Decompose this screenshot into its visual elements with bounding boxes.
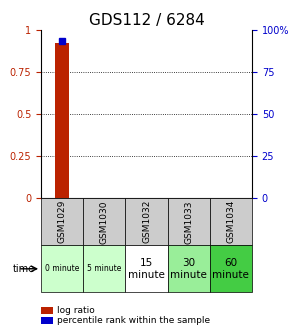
Text: 15
minute: 15 minute <box>128 258 165 280</box>
Text: percentile rank within the sample: percentile rank within the sample <box>57 316 210 325</box>
Bar <box>125 245 168 292</box>
Text: GSM1030: GSM1030 <box>100 200 109 244</box>
Bar <box>125 198 168 245</box>
Text: time: time <box>13 264 35 274</box>
Bar <box>168 245 210 292</box>
Text: log ratio: log ratio <box>57 306 95 315</box>
Text: GSM1034: GSM1034 <box>226 200 235 244</box>
Bar <box>41 198 83 245</box>
Bar <box>83 245 125 292</box>
Text: GSM1029: GSM1029 <box>58 200 67 244</box>
Bar <box>210 198 252 245</box>
Text: 5 minute: 5 minute <box>87 264 122 273</box>
Bar <box>41 245 83 292</box>
Text: 0 minute: 0 minute <box>45 264 79 273</box>
Text: GSM1033: GSM1033 <box>184 200 193 244</box>
Bar <box>55 43 69 198</box>
Text: 30
minute: 30 minute <box>170 258 207 280</box>
Bar <box>83 198 125 245</box>
Text: 60
minute: 60 minute <box>212 258 249 280</box>
Text: GSM1032: GSM1032 <box>142 200 151 244</box>
Bar <box>168 198 210 245</box>
Bar <box>210 245 252 292</box>
Title: GDS112 / 6284: GDS112 / 6284 <box>88 13 205 28</box>
